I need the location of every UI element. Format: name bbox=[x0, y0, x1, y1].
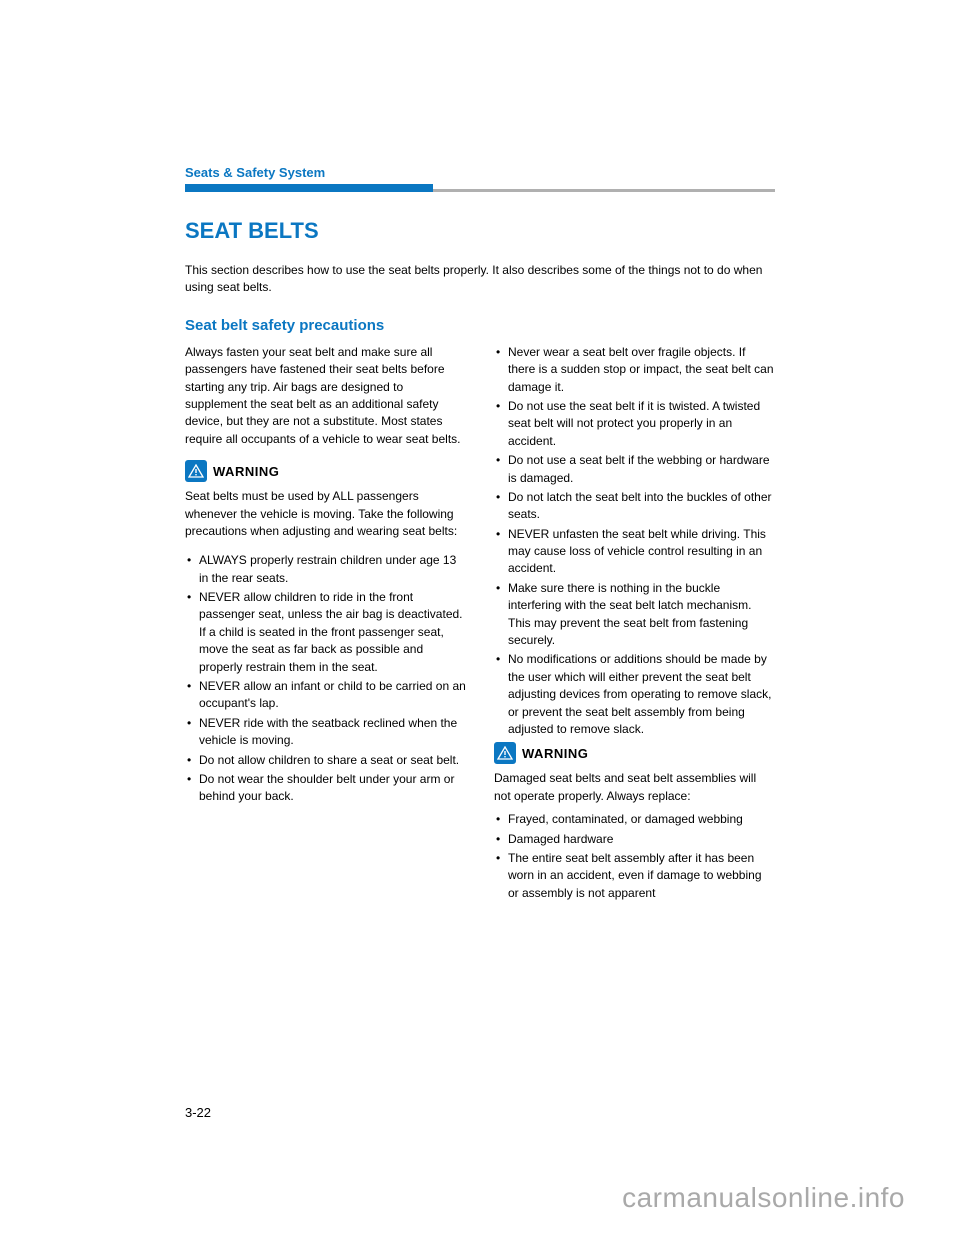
intro-paragraph: This section describes how to use the se… bbox=[185, 262, 775, 297]
list-item: Make sure there is nothing in the buckle… bbox=[494, 580, 775, 650]
section-header: Seats & Safety System bbox=[185, 165, 775, 180]
list-item: Do not wear the shoulder belt under your… bbox=[185, 771, 466, 806]
watermark-text: carmanualsonline.info bbox=[622, 1182, 905, 1214]
right-warning-list-bottom: Frayed, contaminated, or damaged webbing… bbox=[494, 811, 775, 902]
header-bar-gray bbox=[433, 189, 775, 192]
list-item: Never wear a seat belt over fragile obje… bbox=[494, 344, 775, 396]
left-paragraph: Always fasten your seat belt and make su… bbox=[185, 344, 466, 448]
warning-label: WARNING bbox=[522, 746, 588, 761]
list-item: Do not allow children to share a seat or… bbox=[185, 752, 466, 769]
list-item: NEVER unfasten the seat belt while drivi… bbox=[494, 526, 775, 578]
sub-heading: Seat belt safety precautions bbox=[185, 317, 775, 334]
list-item: NEVER allow children to ride in the fron… bbox=[185, 589, 466, 676]
warning-block-header: WARNING bbox=[494, 742, 775, 764]
header-bar-accent bbox=[185, 184, 433, 192]
left-column: Always fasten your seat belt and make su… bbox=[185, 344, 466, 904]
warning-text: Damaged seat belts and seat belt assembl… bbox=[494, 770, 775, 805]
list-item: Damaged hardware bbox=[494, 831, 775, 848]
list-item: Do not use a seat belt if the webbing or… bbox=[494, 452, 775, 487]
warning-icon bbox=[494, 742, 516, 764]
left-warning-list: ALWAYS properly restrain children under … bbox=[185, 552, 466, 805]
page-number: 3-22 bbox=[185, 1105, 211, 1120]
warning-intro-text: Seat belts must be used by ALL passenger… bbox=[185, 488, 466, 540]
right-warning-list-top: Never wear a seat belt over fragile obje… bbox=[494, 344, 775, 739]
list-item: NEVER ride with the seatback reclined wh… bbox=[185, 715, 466, 750]
page-content: Seats & Safety System SEAT BELTS This se… bbox=[0, 0, 960, 904]
list-item: Do not latch the seat belt into the buck… bbox=[494, 489, 775, 524]
list-item: NEVER allow an infant or child to be car… bbox=[185, 678, 466, 713]
warning-block-header: WARNING bbox=[185, 460, 466, 482]
warning-label: WARNING bbox=[213, 464, 279, 479]
content-columns: Always fasten your seat belt and make su… bbox=[185, 344, 775, 904]
page-title: SEAT BELTS bbox=[185, 218, 775, 244]
list-item: The entire seat belt assembly after it h… bbox=[494, 850, 775, 902]
list-item: ALWAYS properly restrain children under … bbox=[185, 552, 466, 587]
list-item: No modifications or additions should be … bbox=[494, 651, 775, 738]
list-item: Frayed, contaminated, or damaged webbing bbox=[494, 811, 775, 828]
header-divider bbox=[185, 184, 775, 188]
right-column: Never wear a seat belt over fragile obje… bbox=[494, 344, 775, 904]
warning-icon bbox=[185, 460, 207, 482]
list-item: Do not use the seat belt if it is twiste… bbox=[494, 398, 775, 450]
